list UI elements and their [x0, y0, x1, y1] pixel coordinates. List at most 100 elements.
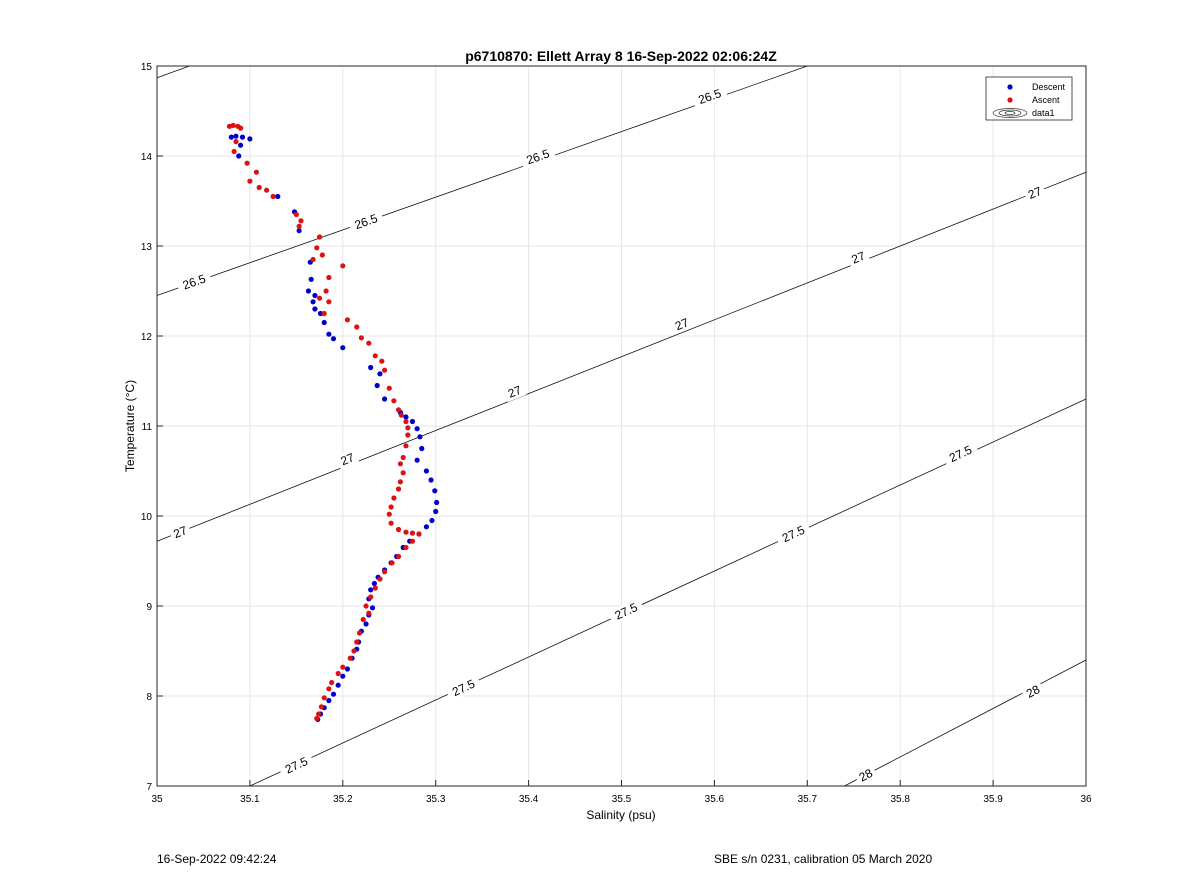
y-axis-label: Temperature (°C) — [123, 380, 137, 472]
ascent-point — [366, 610, 372, 616]
descent-point — [308, 276, 314, 282]
ascent-point — [316, 295, 323, 301]
contour-label: 27 — [846, 247, 871, 268]
chart-title: p6710870: Ellett Array 8 16-Sep-2022 02:… — [465, 48, 777, 64]
descent-point — [330, 691, 337, 697]
ascent-point — [363, 603, 369, 609]
descent-point — [228, 134, 234, 140]
contour-label-bg — [168, 522, 193, 543]
legend-descent-label: Descent — [1032, 82, 1066, 92]
descent-point — [423, 524, 430, 530]
ascent-point — [351, 648, 357, 654]
descent-point — [247, 136, 253, 142]
contour-label-bg — [1023, 182, 1047, 204]
y-tick-label: 11 — [142, 422, 153, 433]
contour-label-text: 27 — [673, 315, 691, 333]
y-tick-label: 15 — [141, 62, 153, 73]
contour-label-bg — [774, 520, 812, 548]
ascent-point — [326, 274, 332, 281]
ascent-point — [256, 184, 262, 191]
x-tick-label: 35.2 — [333, 794, 353, 805]
data-series — [226, 122, 440, 723]
ascent-point — [231, 148, 237, 155]
descent-point — [409, 418, 416, 425]
legend: Descent Ascent data1 — [985, 76, 1073, 121]
contour-label-bg — [519, 144, 557, 170]
ascent-point — [400, 470, 406, 476]
ascent-point — [395, 526, 402, 533]
ascent-point — [397, 479, 403, 485]
descent-point — [414, 426, 420, 432]
ascent-point — [296, 223, 302, 229]
x-tick-label: 35.1 — [240, 794, 260, 805]
ascent-point — [403, 544, 409, 551]
instrument-calibration: SBE s/n 0231, calibration 05 March 2020 — [714, 852, 933, 866]
ascent-point — [382, 569, 388, 575]
ascent-point — [409, 538, 416, 544]
descent-point — [312, 306, 318, 312]
contour-label: 27 — [670, 314, 694, 335]
ascent-point — [403, 529, 409, 535]
ascent-point — [253, 169, 260, 175]
ascent-point — [405, 432, 411, 438]
y-tick-label: 14 — [141, 152, 153, 163]
contour-label-bg — [445, 674, 482, 702]
ascent-point — [230, 122, 236, 128]
contour-label-text: 27 — [1026, 184, 1044, 202]
x-tick-label: 35.5 — [612, 794, 632, 805]
ascent-point — [358, 335, 364, 341]
x-axis-label: Salinity (psu) — [586, 808, 655, 822]
contour-label-bg — [942, 440, 979, 468]
contour-label-bg — [670, 314, 694, 335]
ascent-point — [372, 353, 378, 359]
descent-point — [275, 193, 281, 200]
ascent-point — [318, 704, 325, 710]
ascent-point — [321, 310, 327, 317]
descent-point — [382, 396, 388, 402]
ascent-point — [377, 576, 383, 582]
contour-label-bg — [277, 751, 315, 779]
ascent-point — [340, 664, 346, 670]
ascent-point — [323, 288, 329, 294]
descent-point — [239, 134, 246, 140]
descent-point — [433, 508, 439, 515]
ascent-point — [405, 425, 411, 431]
y-tick-label: 10 — [141, 512, 153, 523]
descent-point — [419, 445, 425, 452]
ascent-point — [400, 454, 406, 461]
ascent-point — [314, 715, 320, 722]
descent-point — [335, 682, 341, 688]
descent-point — [312, 292, 318, 299]
ascent-point — [386, 511, 392, 517]
descent-point — [368, 587, 374, 593]
axis-ticks: 35 35.1 35.2 35.3 35.4 35.5 35.6 35.7 35.8 35.9 36… — [141, 62, 1092, 805]
ascent-point — [316, 711, 322, 717]
contour-label-bg — [347, 209, 385, 234]
descent-point — [236, 153, 242, 159]
legend-descent-marker — [1007, 84, 1013, 90]
contour-label-bg — [691, 84, 729, 109]
contour-label-bg — [175, 269, 213, 295]
descent-point — [296, 228, 302, 234]
contour-label-text: 27 — [850, 249, 868, 267]
ascent-point — [397, 461, 403, 467]
contour-label: 28 — [1020, 680, 1046, 703]
ascent-point — [379, 358, 385, 364]
ascent-point — [398, 412, 404, 418]
ascent-point — [321, 695, 327, 701]
legend-data1-label: data1 — [1032, 108, 1055, 118]
descent-point — [363, 621, 369, 627]
ascent-point — [238, 125, 244, 131]
contour-label-text: 27 — [171, 523, 189, 541]
ascent-point — [372, 585, 378, 591]
ascent-point — [340, 263, 346, 269]
x-tick-label: 35 — [151, 794, 163, 805]
ascent-point — [335, 670, 341, 677]
ascent-point — [388, 520, 394, 526]
contour-label-bg — [853, 764, 878, 787]
contour-line — [156, 65, 190, 79]
legend-contour-icon — [992, 108, 1028, 118]
contour-line — [156, 171, 1087, 542]
x-tick-label: 35.4 — [519, 794, 539, 805]
